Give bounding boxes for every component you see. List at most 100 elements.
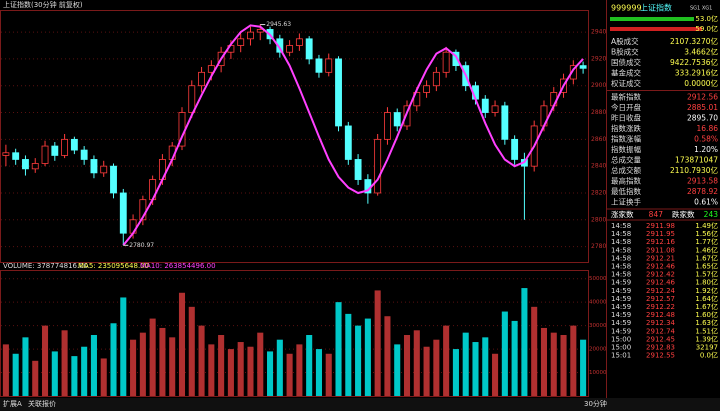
stat-value: 0.58% bbox=[694, 135, 718, 144]
candle-body bbox=[423, 85, 431, 93]
stat-value: 2895.70 bbox=[687, 114, 718, 123]
stat-label: 最高指数 bbox=[611, 176, 641, 186]
volume-bar bbox=[345, 313, 352, 396]
volume-bar bbox=[130, 339, 137, 396]
candle-body bbox=[41, 145, 49, 164]
tick-volume: 1.63亿 bbox=[695, 318, 718, 327]
volume-tick-label: 10000 bbox=[589, 370, 607, 376]
turnover-label: B股成交 bbox=[611, 47, 639, 57]
candle-body bbox=[354, 159, 362, 180]
volume-bar bbox=[286, 353, 293, 396]
volume-bar bbox=[41, 325, 49, 396]
candle-body bbox=[100, 165, 108, 174]
volume-bar bbox=[139, 332, 146, 396]
volume-bar bbox=[159, 327, 166, 396]
candle-body bbox=[237, 38, 245, 46]
tick-time: 14:58 bbox=[611, 230, 631, 238]
footer-tab[interactable]: 扩展A bbox=[3, 399, 22, 408]
volume-bar bbox=[570, 325, 577, 396]
y-tick-label: 2940 bbox=[591, 29, 606, 36]
volume-bar bbox=[100, 358, 107, 396]
volume-tick-label: 40000 bbox=[589, 300, 607, 306]
stat-label: 指数涨跌 bbox=[611, 123, 641, 133]
tick-time: 15:01 bbox=[611, 352, 631, 360]
price-frame bbox=[0, 10, 589, 263]
volume-bar bbox=[110, 323, 117, 396]
volume-bar bbox=[364, 318, 371, 396]
bar-red bbox=[610, 27, 702, 31]
candle-body bbox=[256, 29, 264, 33]
candle-body bbox=[374, 138, 382, 194]
candle-body bbox=[579, 65, 587, 69]
tick-volume: 0.0亿 bbox=[700, 351, 718, 360]
volume-bar bbox=[267, 351, 274, 396]
stock-code: 999999 bbox=[611, 4, 642, 13]
candle-body bbox=[295, 38, 303, 46]
candle-body bbox=[442, 51, 450, 73]
candle-body bbox=[188, 85, 196, 113]
volume-bar bbox=[227, 349, 234, 396]
candle-body bbox=[501, 105, 509, 140]
stat-label: 今日开盘 bbox=[611, 102, 641, 112]
volume-bar bbox=[394, 344, 401, 396]
stat-value: 2110.7930亿 bbox=[670, 165, 719, 175]
candle-body bbox=[90, 159, 98, 174]
tick-time: 14:59 bbox=[611, 295, 631, 303]
volume-bar bbox=[71, 356, 78, 396]
volume-bar bbox=[90, 335, 97, 396]
volume-bar bbox=[355, 325, 362, 396]
volume-bar bbox=[81, 346, 88, 396]
footer-tab[interactable]: 关联报价 bbox=[28, 399, 56, 408]
volume-bar bbox=[423, 346, 430, 396]
volume-bar bbox=[315, 349, 322, 396]
tick-time: 14:58 bbox=[611, 238, 631, 246]
volume-tick-label: 30000 bbox=[589, 323, 607, 329]
stat-value: 2913.58 bbox=[687, 177, 718, 186]
period-label[interactable]: 30分钟 bbox=[584, 399, 607, 408]
stat-label: 昨日收盘 bbox=[611, 113, 641, 123]
tick-price: 2912.21 bbox=[646, 254, 675, 262]
stat-label: 最低指数 bbox=[611, 186, 641, 196]
candle-body bbox=[110, 165, 117, 194]
breadth-item: 涨家数 bbox=[611, 209, 634, 219]
tick-time: 14:58 bbox=[611, 271, 631, 279]
volume-bar bbox=[335, 302, 342, 396]
stat-label: 上证换手 bbox=[611, 197, 641, 207]
tick-price: 2912.45 bbox=[646, 335, 675, 343]
candle-body bbox=[247, 31, 254, 40]
tick-time: 14:59 bbox=[611, 319, 631, 327]
y-tick-label: 2880 bbox=[591, 109, 606, 116]
volume-frame bbox=[0, 270, 589, 397]
stat-value: 2878.92 bbox=[687, 187, 718, 196]
tick-volume: 1.67亿 bbox=[695, 302, 718, 311]
candle-body bbox=[198, 71, 205, 87]
tick-volume: 1.57亿 bbox=[695, 270, 718, 279]
stat-value: 2912.56 bbox=[687, 93, 718, 102]
stat-value: 1.20% bbox=[694, 145, 718, 154]
volume-bar bbox=[413, 330, 420, 396]
candle-body bbox=[2, 152, 10, 156]
candle-body bbox=[31, 163, 39, 170]
volume-bar bbox=[12, 353, 19, 396]
y-tick-label: 2800 bbox=[591, 216, 606, 223]
tick-time: 14:58 bbox=[611, 254, 631, 262]
volume-bar bbox=[443, 325, 450, 396]
turnover-label: 基金成交 bbox=[611, 68, 641, 78]
tick-volume: 1.65亿 bbox=[695, 262, 718, 271]
candle-body bbox=[286, 45, 294, 53]
tick-price: 2911.95 bbox=[646, 230, 675, 238]
candle-body bbox=[452, 51, 460, 67]
tick-price: 2912.57 bbox=[646, 295, 675, 303]
candle-body bbox=[511, 138, 519, 160]
volume-bar bbox=[462, 332, 469, 396]
volume-bar bbox=[237, 342, 244, 396]
y-tick-label: 2860 bbox=[591, 136, 606, 143]
y-tick-label: 2900 bbox=[591, 82, 606, 89]
tick-volume: 1.46亿 bbox=[695, 245, 718, 254]
candle-body bbox=[61, 138, 69, 156]
tick-time: 14:58 bbox=[611, 246, 631, 254]
volume-bar bbox=[32, 360, 39, 396]
indicator-curve bbox=[122, 24, 584, 246]
volume-tick-label: 50000 bbox=[589, 276, 607, 282]
stat-value: 16.86 bbox=[697, 124, 719, 133]
